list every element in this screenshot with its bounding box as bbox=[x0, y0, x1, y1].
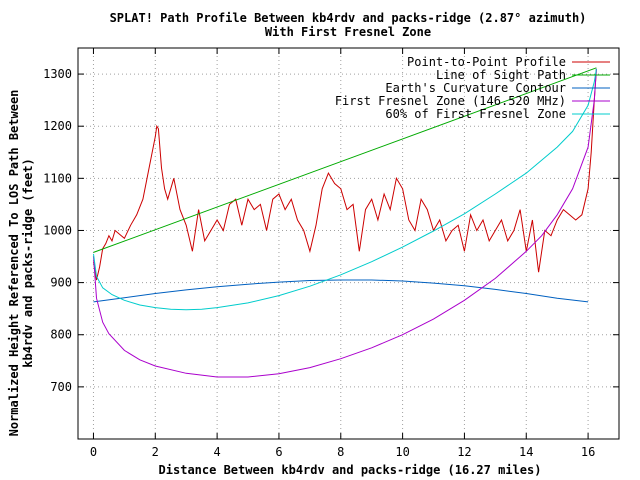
y-tick-label: 1000 bbox=[43, 223, 72, 237]
y-axis-label-line-1: Normalized Height Referenced To LOS Path… bbox=[7, 90, 21, 437]
x-axis-ticks: 0 2 4 6 8 10 12 14 16 bbox=[90, 48, 595, 459]
legend-label-earth-s-curvature-contour: Earth's Curvature Contour bbox=[385, 81, 566, 95]
y-tick-label: 1200 bbox=[43, 119, 72, 133]
x-tick-label: 16 bbox=[581, 445, 595, 459]
x-tick-label: 12 bbox=[457, 445, 471, 459]
series-line-earth-s-curvature-contour bbox=[93, 279, 589, 303]
x-tick-label: 8 bbox=[337, 445, 344, 459]
y-tick-label: 1100 bbox=[43, 171, 72, 185]
y-tick-label: 800 bbox=[50, 328, 72, 342]
x-tick-label: 4 bbox=[213, 445, 220, 459]
legend-label-point-to-point-profile: Point-to-Point Profile bbox=[407, 55, 566, 69]
series-line-point-to-point-profile bbox=[93, 68, 597, 281]
x-tick-label: 0 bbox=[90, 445, 97, 459]
series-line-first-fresnel-zone-146-520-mhz bbox=[93, 68, 597, 378]
chart-title: SPLAT! Path Profile Between kb4rdv and p… bbox=[110, 11, 587, 25]
legend-label-60-of-first-fresnel-zone: 60% of First Fresnel Zone bbox=[385, 107, 566, 121]
x-axis-label: Distance Between kb4rdv and packs-ridge … bbox=[159, 463, 542, 477]
plot-series bbox=[93, 67, 597, 378]
legend-label-line-of-sight-path: Line of Sight Path bbox=[436, 68, 566, 82]
y-tick-label: 1300 bbox=[43, 67, 72, 81]
plot-frame bbox=[77, 47, 620, 440]
y-tick-label: 700 bbox=[50, 380, 72, 394]
y-tick-label: 900 bbox=[50, 276, 72, 290]
chart-subtitle: With First Fresnel Zone bbox=[265, 25, 431, 39]
series-line-line-of-sight-path bbox=[93, 67, 597, 253]
x-tick-label: 6 bbox=[275, 445, 282, 459]
x-tick-label: 2 bbox=[152, 445, 159, 459]
x-tick-label: 10 bbox=[395, 445, 409, 459]
y-axis-ticks: 700 800 900 1000 1100 1200 1300 bbox=[43, 67, 619, 394]
y-axis-label-line-2: kb4rdv and packs-ridge (feet) bbox=[21, 158, 35, 368]
series-line-60-of-first-fresnel-zone bbox=[93, 68, 597, 311]
legend-label-first-fresnel-zone-146-520-mhz: First Fresnel Zone (146.520 MHz) bbox=[335, 94, 566, 108]
x-tick-label: 14 bbox=[519, 445, 533, 459]
